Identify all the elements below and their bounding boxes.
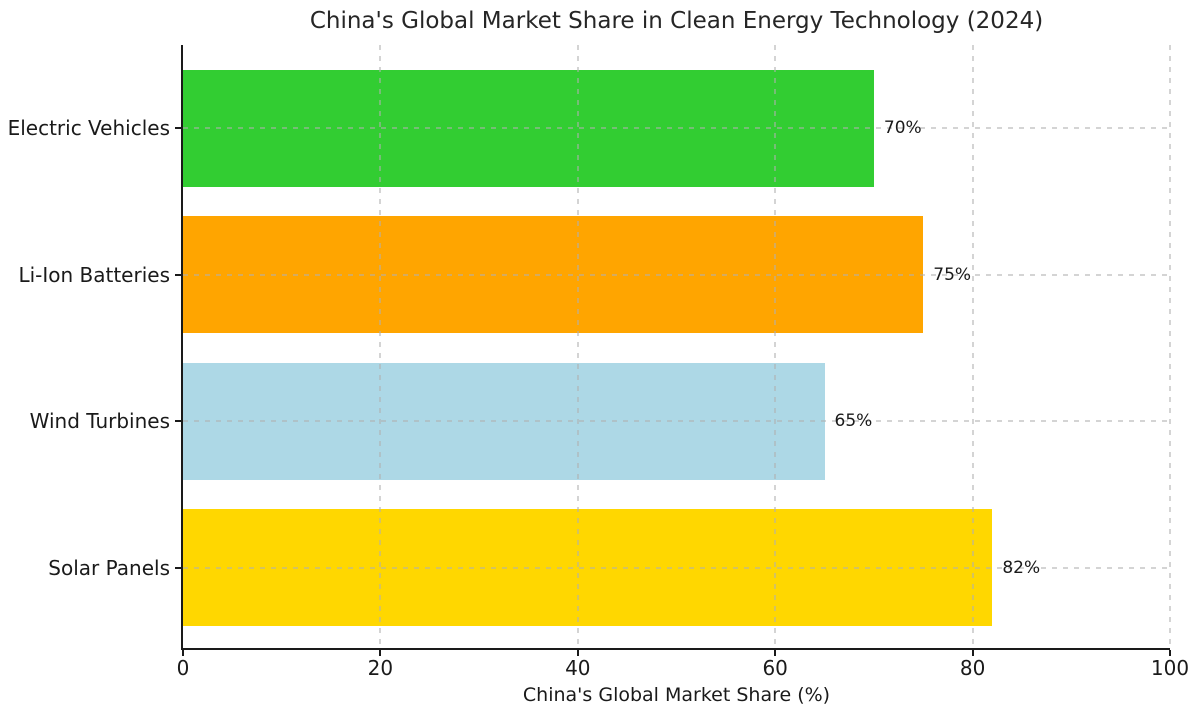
x-tick-mark-20 bbox=[379, 650, 382, 656]
x-tick-label-0: 0 bbox=[176, 656, 190, 680]
y-tick-label-electric-vehicles: Electric Vehicles bbox=[7, 116, 170, 140]
bar-electric-vehicles bbox=[183, 69, 874, 187]
x-tick-mark-80 bbox=[971, 650, 974, 656]
x-tick-mark-0 bbox=[182, 650, 184, 656]
y-tick-mark-wind-turbines bbox=[175, 420, 181, 422]
bar-li-ion-batteries bbox=[183, 216, 924, 333]
y-axis-spine bbox=[181, 45, 183, 650]
y-tick-label-wind-turbines: Wind Turbines bbox=[29, 409, 170, 433]
y-tick-mark-solar-panels bbox=[175, 566, 181, 569]
x-tick-mark-60 bbox=[774, 650, 777, 656]
bar-value-label-solar-panels: 82% bbox=[1002, 557, 1041, 578]
plot-area: 70% 75% 65% 82% bbox=[183, 45, 1171, 648]
x-axis-spine bbox=[181, 648, 1170, 650]
y-tick-label-li-ion-batteries: Li-Ion Batteries bbox=[18, 262, 170, 287]
x-tick-mark-40 bbox=[576, 650, 579, 656]
x-tick-mark-100 bbox=[1169, 650, 1171, 656]
x-axis-label: China's Global Market Share (%) bbox=[522, 684, 831, 706]
x-tick-label-80: 80 bbox=[959, 656, 986, 680]
x-tick-label-60: 60 bbox=[762, 656, 788, 680]
y-tick-label-solar-panels: Solar Panels bbox=[48, 555, 170, 580]
y-tick-mark-li-ion-batteries bbox=[175, 273, 181, 276]
bar-wind-turbines bbox=[183, 362, 825, 480]
bar-value-label-li-ion-batteries: 75% bbox=[933, 264, 972, 285]
v-gridline-100 bbox=[1169, 45, 1171, 648]
bar-solar-panels bbox=[183, 509, 993, 626]
chart-title: China's Global Market Share in Clean Ene… bbox=[309, 8, 1044, 34]
y-tick-mark-electric-vehicles bbox=[175, 127, 181, 129]
bar-value-label-electric-vehicles: 70% bbox=[883, 118, 922, 138]
x-tick-label-40: 40 bbox=[565, 656, 591, 680]
x-tick-label-20: 20 bbox=[367, 656, 394, 680]
x-tick-label-100: 100 bbox=[1150, 656, 1190, 680]
bar-value-label-wind-turbines: 65% bbox=[834, 411, 873, 431]
